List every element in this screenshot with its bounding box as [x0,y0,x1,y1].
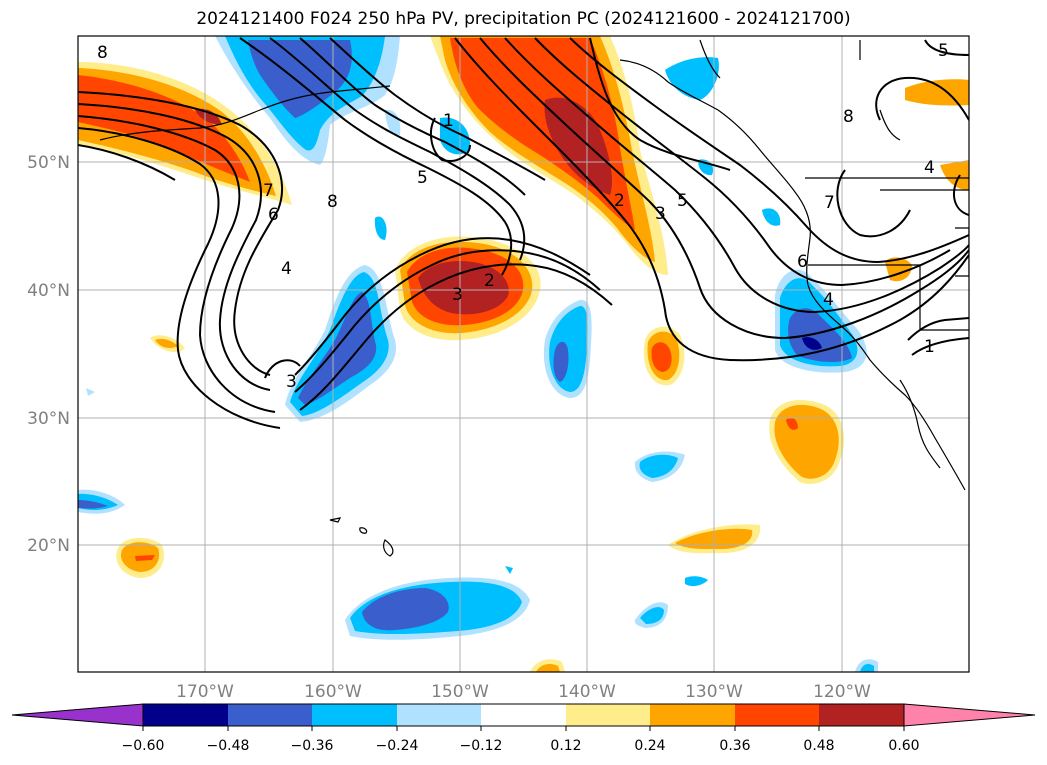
colorbar-label: −0.24 [376,738,419,754]
colorbar-extend-low [11,703,144,727]
contour-label: 3 [655,204,666,224]
map-frame [77,35,970,673]
contour-label: 3 [452,285,463,305]
colorbar-segment [143,704,228,726]
colorbar-label: −0.36 [291,738,334,754]
lon-label-170w: 170°W [176,682,234,702]
contour-label: 4 [281,259,292,279]
colorbar-segment [397,704,481,726]
colorbar-label: −0.60 [122,738,165,754]
graticule [78,36,969,672]
pc-negative-north [215,36,400,165]
lat-label-40n: 40°N [27,281,70,301]
contour-label: 5 [417,168,428,188]
colorbar-extend-high [903,703,1036,727]
colorbar-label: −0.48 [207,738,250,754]
pv-contours [78,37,969,429]
contour-label: 2 [484,271,495,291]
colorbar-label: −0.12 [460,738,503,754]
colorbar-segment [228,704,312,726]
colorbar-segment [735,704,819,726]
lon-label-150w: 150°W [431,682,489,702]
contour-label: 6 [268,205,279,225]
colorbar-segment [481,704,566,726]
pc-positive-southeast [769,400,845,484]
colorbar-segment [819,704,904,726]
colorbar-label: 0.24 [634,738,665,754]
lat-label-50n: 50°N [27,153,70,173]
contour-label: 1 [924,337,935,357]
pc-positive-small [643,326,685,386]
contour-labels: 8 7 6 4 3 8 5 2 3 1 2 3 5 7 6 4 1 8 4 5 [97,41,949,392]
contour-label: 2 [614,191,625,211]
lat-label-20n: 20°N [27,536,70,556]
pc-negative-california [775,269,867,373]
contour-label: 8 [327,192,338,212]
lon-label-140w: 140°W [558,682,616,702]
contour-label: 5 [938,41,949,61]
map-title: 2024121400 F024 250 hPa PV, precipitatio… [196,9,851,29]
lon-label-120w: 120°W [813,682,871,702]
colorbar-segment [650,704,735,726]
contour-label: 1 [443,111,454,131]
colorbar-segment [566,704,650,726]
contour-label: 4 [823,290,834,310]
contour-label: 8 [843,107,854,127]
colorbar: −0.60 −0.48 −0.36 −0.24 −0.12 0.12 0.24 … [11,703,1036,754]
pc-negative-mid [543,299,592,398]
contour-label: 3 [286,372,297,392]
longitude-labels: 170°W 160°W 150°W 140°W 130°W 120°W [176,682,871,702]
colorbar-border [142,703,905,727]
colorbar-label: 0.60 [888,738,919,754]
lon-label-160w: 160°W [304,682,362,702]
contour-label: 5 [677,191,688,211]
colorbar-label: 0.12 [550,738,581,754]
colorbar-label: 0.36 [719,738,750,754]
contour-label: 6 [797,252,808,272]
lat-label-30n: 30°N [27,409,70,429]
contour-label: 7 [824,193,835,213]
contour-label: 8 [97,43,108,63]
latitude-labels: 50°N 40°N 30°N 20°N [27,153,70,556]
precipitation-pc-fill [78,36,969,672]
pc-positive-central [395,236,541,341]
pc-positive-northwest [78,62,292,205]
colorbar-label: 0.48 [803,738,834,754]
colorbar-segment [312,704,397,726]
lon-label-130w: 130°W [685,682,743,702]
contour-label: 4 [924,158,935,178]
coastlines [99,39,969,557]
contour-label: 7 [263,181,274,201]
